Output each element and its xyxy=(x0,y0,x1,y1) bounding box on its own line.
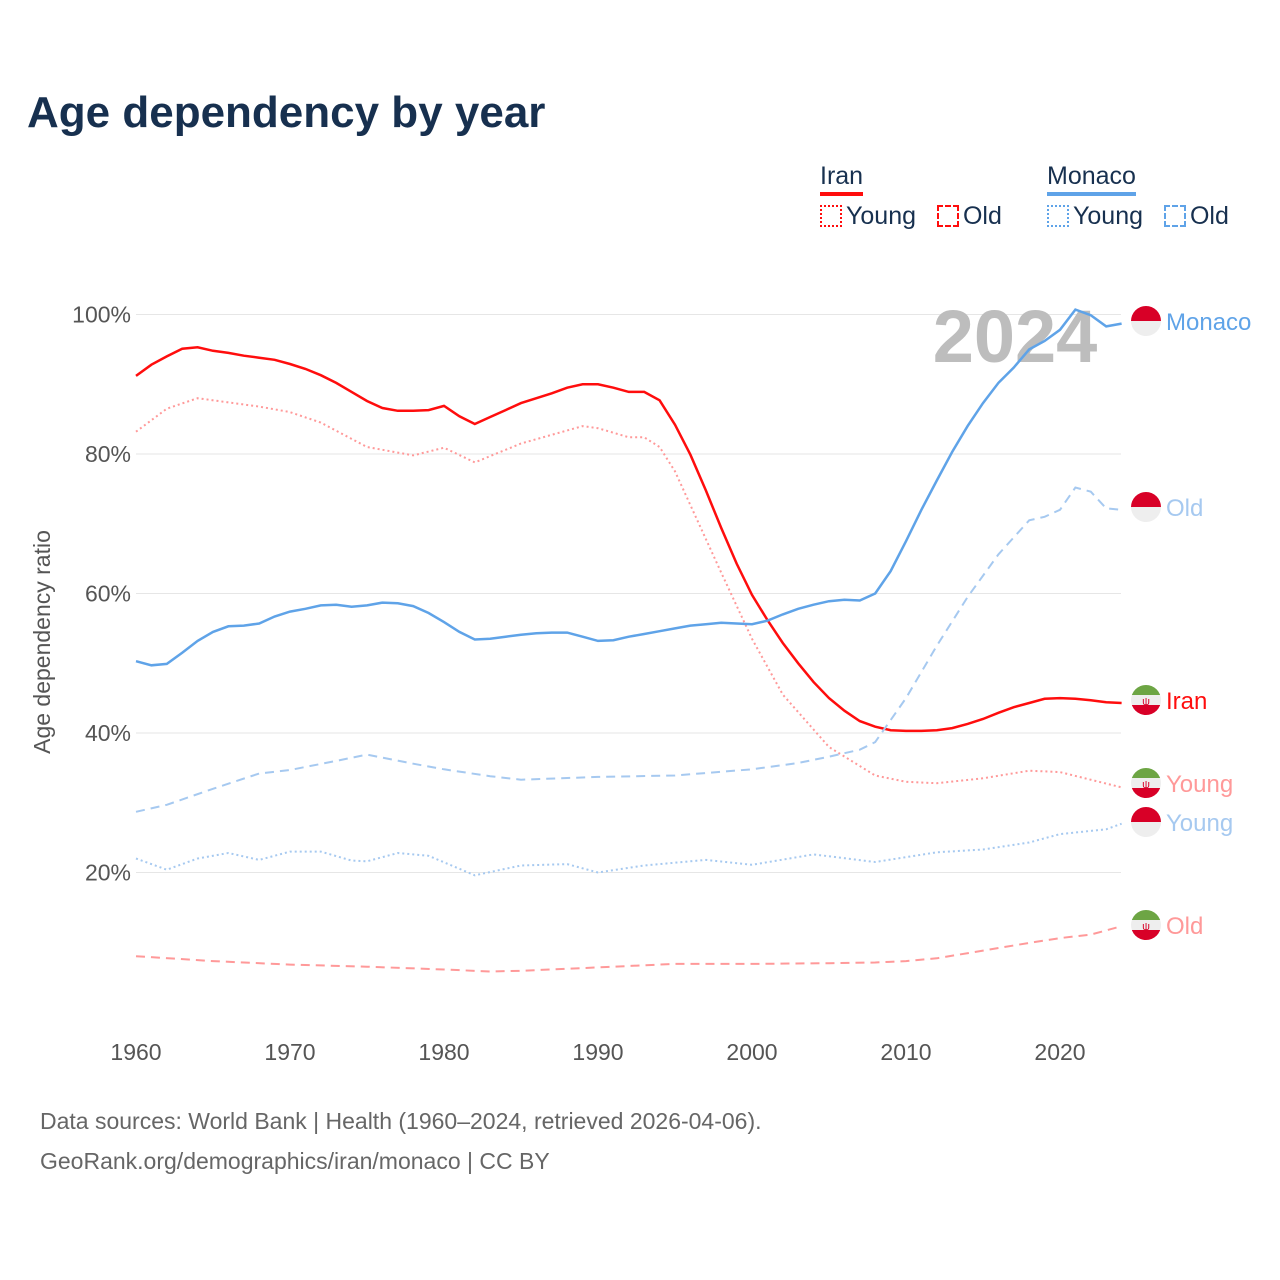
source-line-2[interactable]: GeoRank.org/demographics/iran/monaco | C… xyxy=(40,1148,550,1174)
end-label: Young xyxy=(1166,771,1233,798)
x-tick-label: 2000 xyxy=(726,1039,777,1065)
x-tick-label: 1960 xyxy=(110,1039,161,1065)
dotted-swatch-icon xyxy=(820,205,842,227)
end-label: Monaco xyxy=(1166,309,1251,336)
series-line-monaco-old xyxy=(135,486,1122,813)
y-tick-label: 40% xyxy=(85,720,131,746)
end-label: Old xyxy=(1166,495,1203,522)
end-label: Iran xyxy=(1166,688,1207,715)
series-line-monaco xyxy=(135,308,1122,667)
x-tick-label: 1980 xyxy=(418,1039,469,1065)
y-tick-label: 100% xyxy=(72,302,131,328)
legend-iran-young[interactable]: Young xyxy=(846,202,916,230)
monaco-flag-icon xyxy=(1131,306,1161,336)
x-tick-label: 1990 xyxy=(572,1039,623,1065)
legend-monaco[interactable]: Monaco Young Old xyxy=(1047,162,1229,231)
series-line-iran xyxy=(135,346,1122,733)
y-tick-label: 20% xyxy=(85,860,131,886)
legend-monaco-header[interactable]: Monaco xyxy=(1047,162,1136,196)
y-tick-label: 60% xyxy=(85,581,131,607)
legend-iran-old[interactable]: Old xyxy=(962,202,1002,230)
svg-text:ψ: ψ xyxy=(1142,921,1150,933)
series-line-monaco-young xyxy=(135,822,1122,877)
y-tick-label: 80% xyxy=(85,441,131,467)
x-tick-label: 2020 xyxy=(1034,1039,1085,1065)
x-tick-label: 2010 xyxy=(880,1039,931,1065)
dotted-swatch-icon xyxy=(1047,205,1069,227)
legend-iran-header[interactable]: Iran xyxy=(820,162,864,196)
chart-title: Age dependency by year xyxy=(27,88,546,137)
iran-flag-icon: ψ xyxy=(1131,685,1161,715)
iran-flag-icon: ψ xyxy=(1131,768,1161,798)
dashed-swatch-icon xyxy=(1163,205,1186,227)
legend-monaco-young[interactable]: Young xyxy=(1073,202,1143,230)
source-line-1: Data sources: World Bank | Health (1960–… xyxy=(40,1108,762,1134)
end-label: Old xyxy=(1166,913,1203,940)
x-tick-label: 1970 xyxy=(264,1039,315,1065)
end-label: Young xyxy=(1166,810,1233,837)
legend-iran[interactable]: Iran Young Old xyxy=(820,162,1002,231)
monaco-flag-icon xyxy=(1131,807,1161,837)
monaco-flag-icon xyxy=(1131,492,1161,522)
y-axis-label: Age dependency ratio xyxy=(29,530,55,754)
legend-monaco-old[interactable]: Old xyxy=(1189,202,1229,230)
svg-text:ψ: ψ xyxy=(1142,696,1150,708)
series-line-iran-old xyxy=(135,925,1122,973)
series-line-iran-young xyxy=(135,397,1122,789)
iran-flag-icon: ψ xyxy=(1131,910,1161,940)
dashed-swatch-icon xyxy=(936,205,959,227)
svg-text:ψ: ψ xyxy=(1142,779,1150,791)
